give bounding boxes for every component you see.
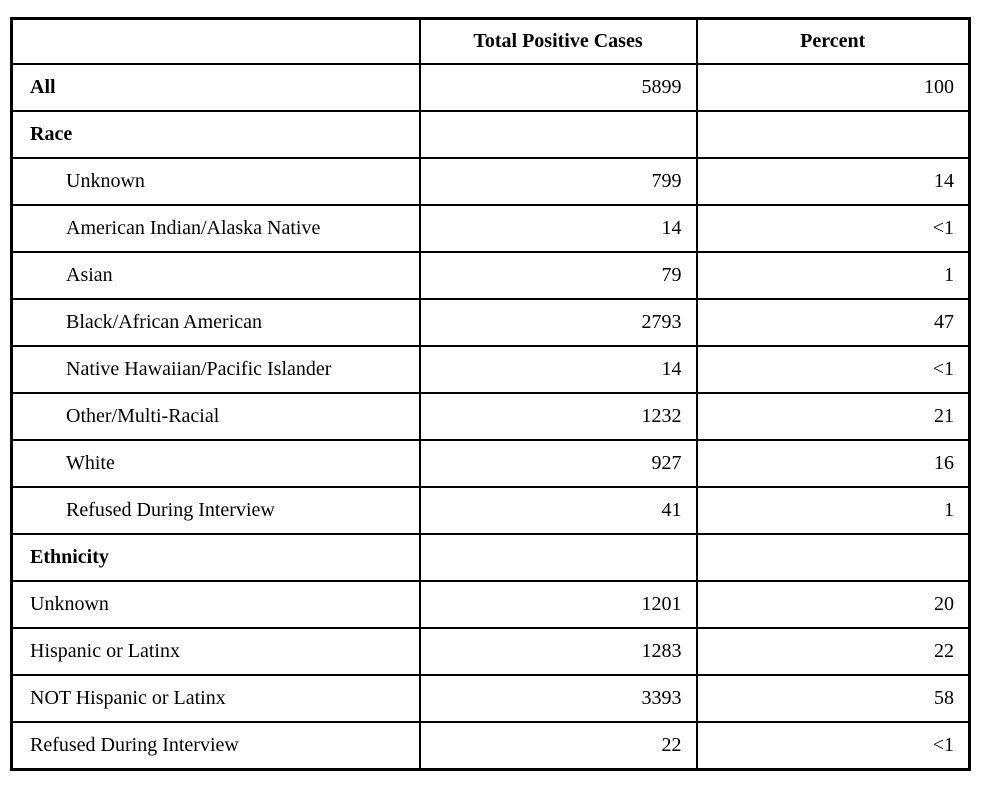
row-label: All — [10, 63, 421, 112]
cases-value: 14 — [418, 345, 698, 394]
column-header-category — [10, 17, 421, 65]
cases-value: 2793 — [418, 298, 698, 347]
percent-value: 22 — [695, 627, 971, 676]
table-row-asian: Asian 79 1 — [10, 251, 971, 300]
section-label: Ethnicity — [10, 533, 421, 582]
percent-value: 1 — [695, 251, 971, 300]
table-row-ethnicity-refused-during-interview: Refused During Interview 22 <1 — [10, 721, 971, 771]
table-row-race-section: Race — [10, 110, 971, 159]
cases-value: 1232 — [418, 392, 698, 441]
table-row-ethnicity-section: Ethnicity — [10, 533, 971, 582]
row-label: Asian — [10, 251, 421, 300]
percent-value: 21 — [695, 392, 971, 441]
cases-value: 799 — [418, 157, 698, 206]
row-label: Refused During Interview — [10, 486, 421, 535]
row-label: NOT Hispanic or Latinx — [10, 674, 421, 723]
demographics-table-container: Total Positive Cases Percent All 5899 10… — [10, 17, 971, 771]
cases-value: 5899 — [418, 63, 698, 112]
percent-value: 14 — [695, 157, 971, 206]
row-label: Unknown — [10, 580, 421, 629]
cases-value: 14 — [418, 204, 698, 253]
table-row-american-indian-alaska-native: American Indian/Alaska Native 14 <1 — [10, 204, 971, 253]
percent-value: 20 — [695, 580, 971, 629]
cases-value — [418, 110, 698, 159]
row-label: American Indian/Alaska Native — [10, 204, 421, 253]
row-label: Refused During Interview — [10, 721, 421, 771]
cases-value: 22 — [418, 721, 698, 771]
table-row-native-hawaiian-pacific-islander: Native Hawaiian/Pacific Islander 14 <1 — [10, 345, 971, 394]
cases-value: 1201 — [418, 580, 698, 629]
percent-value: 16 — [695, 439, 971, 488]
row-label: Hispanic or Latinx — [10, 627, 421, 676]
percent-value — [695, 533, 971, 582]
cases-value: 79 — [418, 251, 698, 300]
row-label: Other/Multi-Racial — [10, 392, 421, 441]
row-label: White — [10, 439, 421, 488]
section-label: Race — [10, 110, 421, 159]
percent-value: <1 — [695, 345, 971, 394]
percent-value: 1 — [695, 486, 971, 535]
table-row-hispanic-or-latinx: Hispanic or Latinx 1283 22 — [10, 627, 971, 676]
column-header-percent: Percent — [695, 17, 971, 65]
column-header-total-positive-cases: Total Positive Cases — [418, 17, 698, 65]
cases-value: 41 — [418, 486, 698, 535]
row-label: Unknown — [10, 157, 421, 206]
cases-value: 1283 — [418, 627, 698, 676]
table-row-ethnicity-unknown: Unknown 1201 20 — [10, 580, 971, 629]
table-row-race-unknown: Unknown 799 14 — [10, 157, 971, 206]
percent-value: 47 — [695, 298, 971, 347]
table-row-all: All 5899 100 — [10, 63, 971, 112]
table-row-black-african-american: Black/African American 2793 47 — [10, 298, 971, 347]
cases-value — [418, 533, 698, 582]
percent-value: 58 — [695, 674, 971, 723]
table-row-not-hispanic-or-latinx: NOT Hispanic or Latinx 3393 58 — [10, 674, 971, 723]
percent-value: <1 — [695, 721, 971, 771]
row-label: Black/African American — [10, 298, 421, 347]
table-row-race-refused-during-interview: Refused During Interview 41 1 — [10, 486, 971, 535]
table-row-other-multi-racial: Other/Multi-Racial 1232 21 — [10, 392, 971, 441]
positive-cases-demographics-table: Total Positive Cases Percent All 5899 10… — [10, 17, 971, 771]
percent-value — [695, 110, 971, 159]
table-row-white: White 927 16 — [10, 439, 971, 488]
row-label: Native Hawaiian/Pacific Islander — [10, 345, 421, 394]
cases-value: 3393 — [418, 674, 698, 723]
cases-value: 927 — [418, 439, 698, 488]
percent-value: <1 — [695, 204, 971, 253]
header-row: Total Positive Cases Percent — [10, 17, 971, 65]
percent-value: 100 — [695, 63, 971, 112]
